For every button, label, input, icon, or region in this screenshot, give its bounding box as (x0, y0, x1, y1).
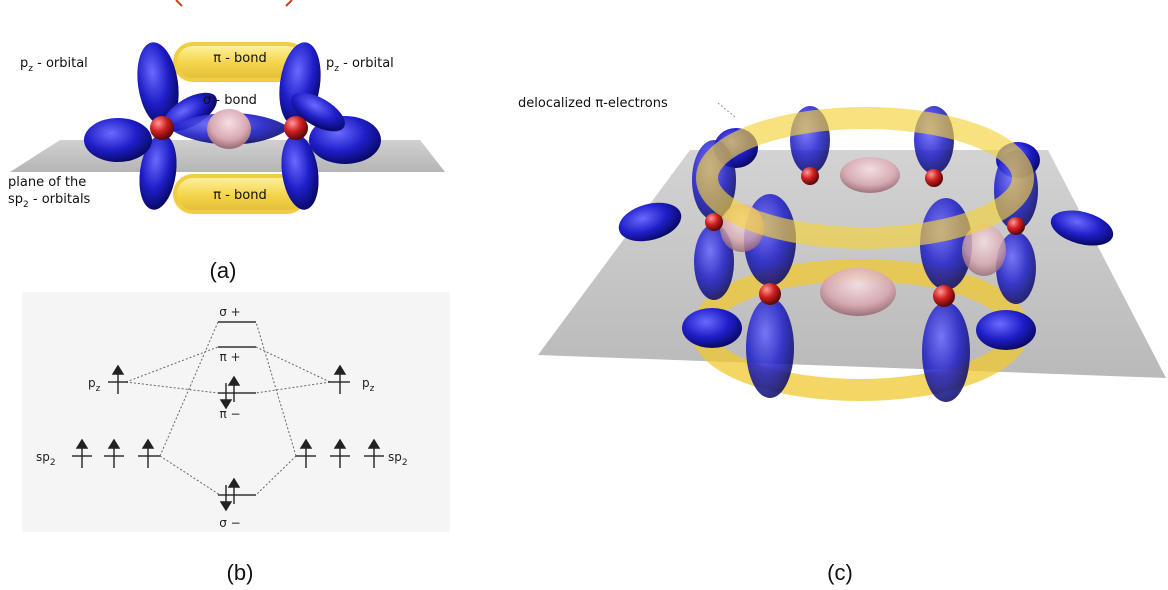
sp2-label-left: sp2 (36, 450, 56, 468)
pi-ring-top (696, 107, 1034, 249)
panel-b-energy-diagram (22, 292, 450, 532)
pz-orbital-label-left: pz - orbital (20, 56, 88, 74)
sigma-bond-shape (207, 109, 251, 149)
caption-c: (c) (827, 560, 853, 585)
panel-a-illustration (10, 0, 445, 214)
delocalized-electrons-label: delocalized π-electrons (518, 96, 668, 111)
sp2-label-right: sp2 (388, 450, 408, 468)
plane-label-line1: plane of the (8, 175, 86, 190)
pz-label-left: pz (88, 376, 101, 394)
caption-b: (b) (227, 560, 254, 585)
sigma-bond-label: σ - bond (203, 93, 257, 108)
pz-label-right: pz (362, 376, 375, 394)
right-carbon-orbitals (279, 42, 381, 210)
carbon-atom-left (150, 116, 174, 140)
plane-label-line2: sp2 - orbitals (8, 192, 91, 210)
panel-c-benzene-illustration (538, 102, 1166, 402)
pi-minus-label: π − (219, 407, 240, 421)
sigma-plus-label: σ + (219, 305, 240, 319)
sigma-minus-label: σ − (219, 516, 240, 530)
pz-orbital-label-right: pz - orbital (326, 56, 394, 74)
pi-bond-label-bottom: π - bond (213, 188, 266, 203)
left-carbon-orbitals (84, 42, 217, 210)
pi-plus-label: π + (219, 350, 240, 364)
caption-a: (a) (210, 258, 237, 283)
pi-bond-label-top: π - bond (213, 51, 266, 66)
carbon-atom-right (284, 116, 308, 140)
